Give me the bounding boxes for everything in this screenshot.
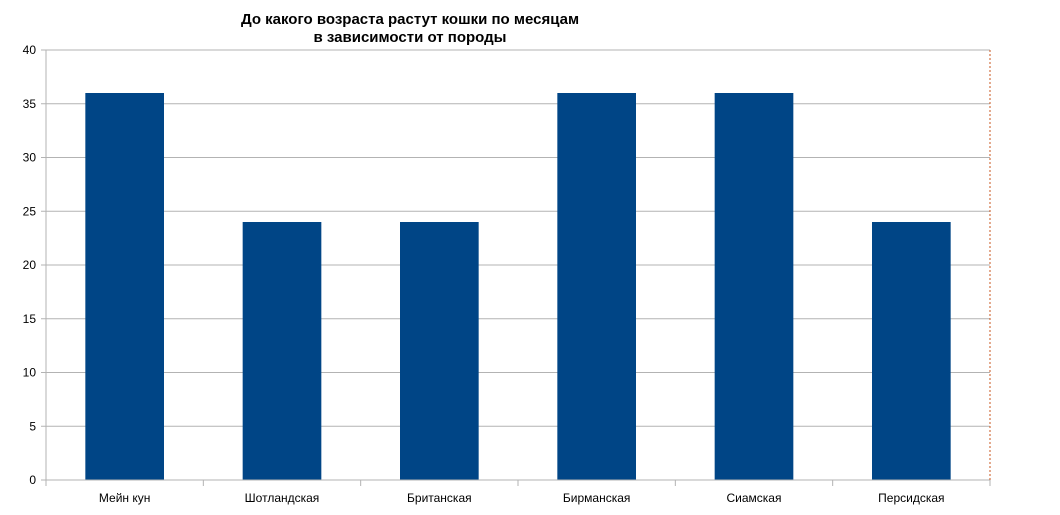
y-tick-label: 25 [23,204,37,218]
axis-labels: 0 5 10 15 20 25 30 35 40 Мейн кун Шотландская Брита… [23,43,945,505]
y-tick-label: 30 [23,151,37,165]
x-tick-label: Шотландская [245,491,320,505]
bar [242,222,322,480]
bar [872,222,951,480]
gridlines [46,49,990,427]
bar [400,222,479,480]
y-tick-label: 35 [23,97,37,111]
bar [85,93,164,480]
chart-title-line-1: До какого возраста растут кошки по месяц… [241,11,579,28]
x-tick-label: Бирманская [563,491,631,505]
x-tick-label: Сиамская [727,491,782,505]
axes [41,49,991,486]
x-tick-label: Персидская [878,491,944,505]
bar [557,93,636,480]
x-tick-label: Британская [407,491,472,505]
y-tick-label: 5 [29,419,36,433]
x-tick-label: Мейн кун [99,491,150,505]
y-tick-label: 0 [29,473,36,487]
y-tick-label: 15 [23,312,37,326]
bars [85,93,951,480]
y-tick-label: 40 [23,43,37,57]
y-tick-label: 10 [23,366,37,380]
chart-title-line-2: в зависимости от породы [314,29,507,46]
bar [714,93,794,480]
y-tick-label: 20 [23,258,37,272]
